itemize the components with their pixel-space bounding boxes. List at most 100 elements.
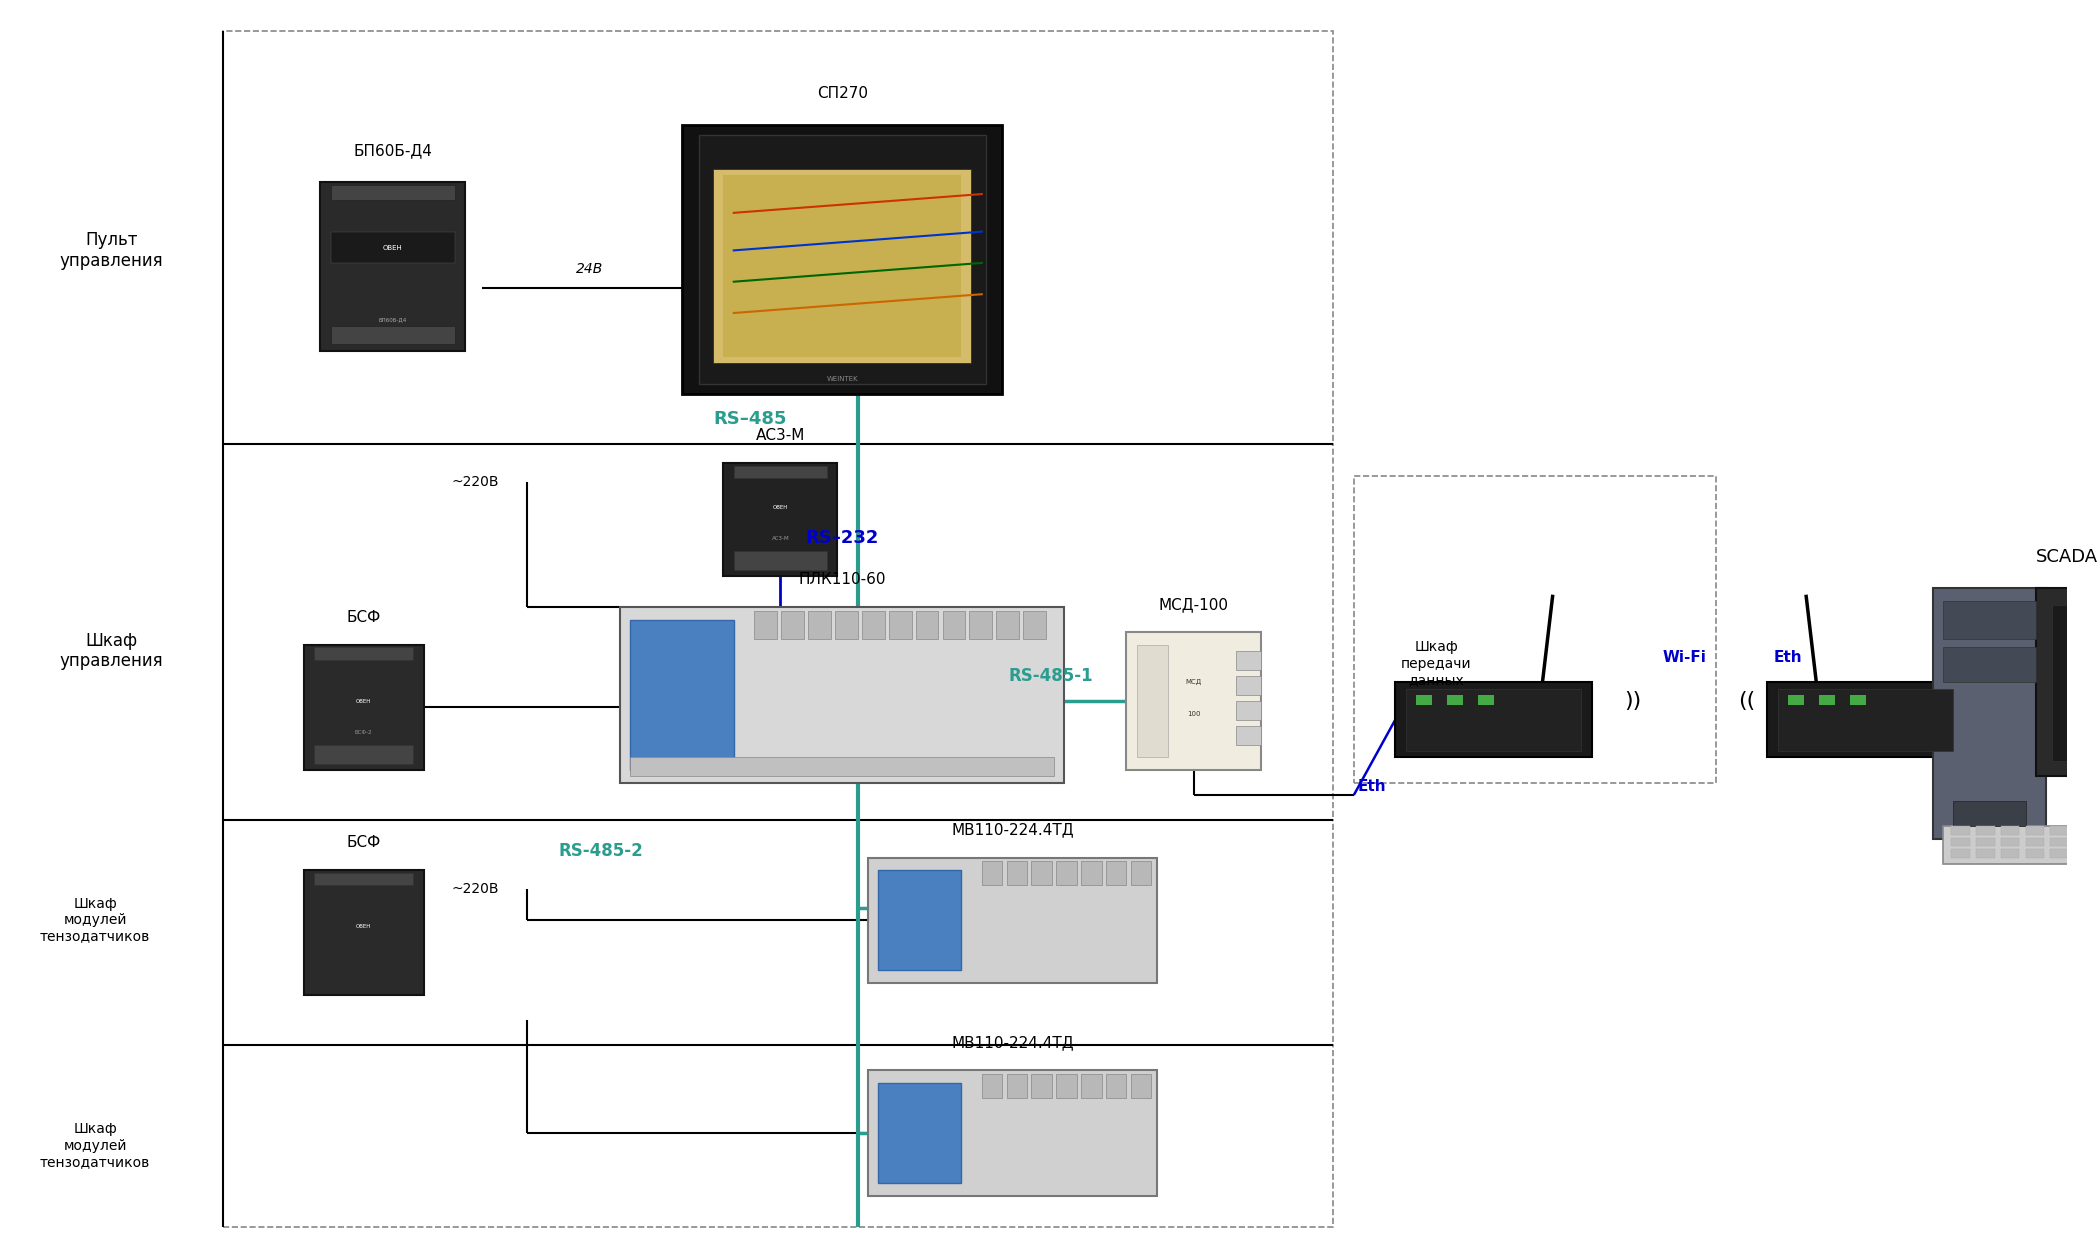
Bar bbox=[2001, 826, 2020, 835]
Bar bbox=[1353, 476, 1716, 782]
Bar bbox=[879, 1083, 961, 1183]
Bar bbox=[1951, 849, 1970, 858]
Bar bbox=[2050, 838, 2069, 846]
Bar bbox=[629, 757, 1053, 776]
Text: RS–232: RS–232 bbox=[806, 530, 879, 547]
Bar bbox=[1953, 801, 2025, 826]
Bar bbox=[1787, 695, 1804, 705]
Bar bbox=[331, 232, 455, 263]
Bar bbox=[1080, 1074, 1101, 1098]
Text: ~220В: ~220В bbox=[451, 475, 499, 490]
Text: СП270: СП270 bbox=[816, 86, 869, 101]
Bar bbox=[915, 611, 938, 639]
Bar bbox=[997, 611, 1020, 639]
Bar bbox=[1477, 695, 1494, 705]
Bar bbox=[942, 611, 965, 639]
Bar bbox=[1236, 651, 1261, 670]
Text: Eth: Eth bbox=[1357, 779, 1387, 794]
Bar bbox=[2025, 838, 2043, 846]
Bar bbox=[1236, 701, 1261, 720]
Text: БСФ-2: БСФ-2 bbox=[355, 730, 373, 735]
Bar bbox=[222, 1045, 1332, 1227]
Bar bbox=[699, 135, 986, 384]
Bar bbox=[862, 611, 885, 639]
Bar bbox=[1024, 611, 1047, 639]
Bar bbox=[1951, 826, 1970, 835]
Text: ПЛК110-60: ПЛК110-60 bbox=[799, 572, 885, 587]
Bar bbox=[1137, 645, 1169, 757]
Bar bbox=[1032, 861, 1051, 885]
Text: ОВЕН: ОВЕН bbox=[382, 245, 403, 250]
Bar bbox=[1055, 861, 1076, 885]
Bar bbox=[331, 326, 455, 344]
Text: SCADA: SCADA bbox=[2035, 548, 2098, 566]
Text: МВ110-224.4ТД: МВ110-224.4ТД bbox=[952, 1035, 1074, 1050]
Bar bbox=[1131, 1074, 1152, 1098]
Text: МСД: МСД bbox=[1185, 680, 1202, 685]
Bar bbox=[2001, 838, 2020, 846]
Bar bbox=[1007, 861, 1028, 885]
Text: Шкаф
передачи
данных: Шкаф передачи данных bbox=[1401, 640, 1473, 687]
Bar bbox=[2075, 826, 2094, 835]
Text: RS-485-1: RS-485-1 bbox=[1009, 667, 1093, 685]
Bar bbox=[969, 611, 992, 639]
Text: БСФ: БСФ bbox=[346, 835, 382, 850]
Bar bbox=[1395, 682, 1592, 757]
Text: 24В: 24В bbox=[575, 262, 602, 277]
Bar bbox=[1406, 689, 1582, 751]
Text: RS-485-2: RS-485-2 bbox=[558, 843, 642, 860]
Text: ((: (( bbox=[1737, 691, 1756, 711]
Bar bbox=[1943, 647, 2035, 682]
Bar bbox=[1943, 826, 2098, 864]
Bar bbox=[1932, 588, 2046, 839]
Bar bbox=[724, 175, 961, 357]
Text: RS–485: RS–485 bbox=[713, 411, 787, 428]
Bar bbox=[1131, 861, 1152, 885]
Bar bbox=[222, 820, 1332, 1045]
Bar bbox=[808, 611, 831, 639]
Bar bbox=[222, 31, 1332, 444]
Bar bbox=[2052, 605, 2098, 761]
Text: МВ110-224.4ТД: МВ110-224.4ТД bbox=[952, 823, 1074, 838]
Bar bbox=[869, 1070, 1158, 1196]
Bar bbox=[780, 611, 804, 639]
Bar bbox=[1080, 861, 1101, 885]
Bar bbox=[835, 611, 858, 639]
Text: ОВЕН: ОВЕН bbox=[357, 699, 371, 704]
Bar bbox=[321, 182, 466, 351]
Bar bbox=[1416, 695, 1433, 705]
Bar bbox=[1106, 861, 1127, 885]
Bar bbox=[1767, 682, 1964, 757]
Bar bbox=[222, 444, 1332, 820]
Bar bbox=[982, 1074, 1003, 1098]
Bar bbox=[304, 870, 424, 995]
Bar bbox=[1777, 689, 1953, 751]
Text: Eth: Eth bbox=[1773, 650, 1802, 665]
Bar bbox=[869, 858, 1158, 983]
Text: ОВЕН: ОВЕН bbox=[772, 505, 789, 510]
Bar bbox=[629, 620, 734, 770]
Text: Шкаф
модулей
тензодатчиков: Шкаф модулей тензодатчиков bbox=[40, 896, 151, 944]
Bar bbox=[2075, 838, 2094, 846]
Bar bbox=[1943, 601, 2035, 639]
Bar bbox=[315, 745, 413, 764]
Text: ОВЕН: ОВЕН bbox=[357, 924, 371, 929]
Bar bbox=[755, 611, 776, 639]
Bar bbox=[2025, 849, 2043, 858]
Text: АС3-М: АС3-М bbox=[755, 428, 806, 443]
Text: БП60Б-Д4: БП60Б-Д4 bbox=[378, 317, 407, 322]
Text: )): )) bbox=[1624, 691, 1641, 711]
Text: Шкаф
модулей
тензодатчиков: Шкаф модулей тензодатчиков bbox=[40, 1122, 151, 1169]
Bar bbox=[982, 861, 1003, 885]
Text: БП60Б-Д4: БП60Б-Д4 bbox=[352, 143, 432, 158]
Bar bbox=[1976, 826, 1995, 835]
Bar bbox=[1106, 1074, 1127, 1098]
Bar bbox=[890, 611, 911, 639]
Text: 100: 100 bbox=[1187, 711, 1200, 716]
Bar bbox=[1951, 838, 1970, 846]
Bar bbox=[331, 185, 455, 200]
Text: БСФ: БСФ bbox=[346, 610, 382, 625]
Bar bbox=[724, 463, 837, 576]
Text: Wi-Fi: Wi-Fi bbox=[1662, 650, 1706, 665]
Bar bbox=[1448, 695, 1464, 705]
